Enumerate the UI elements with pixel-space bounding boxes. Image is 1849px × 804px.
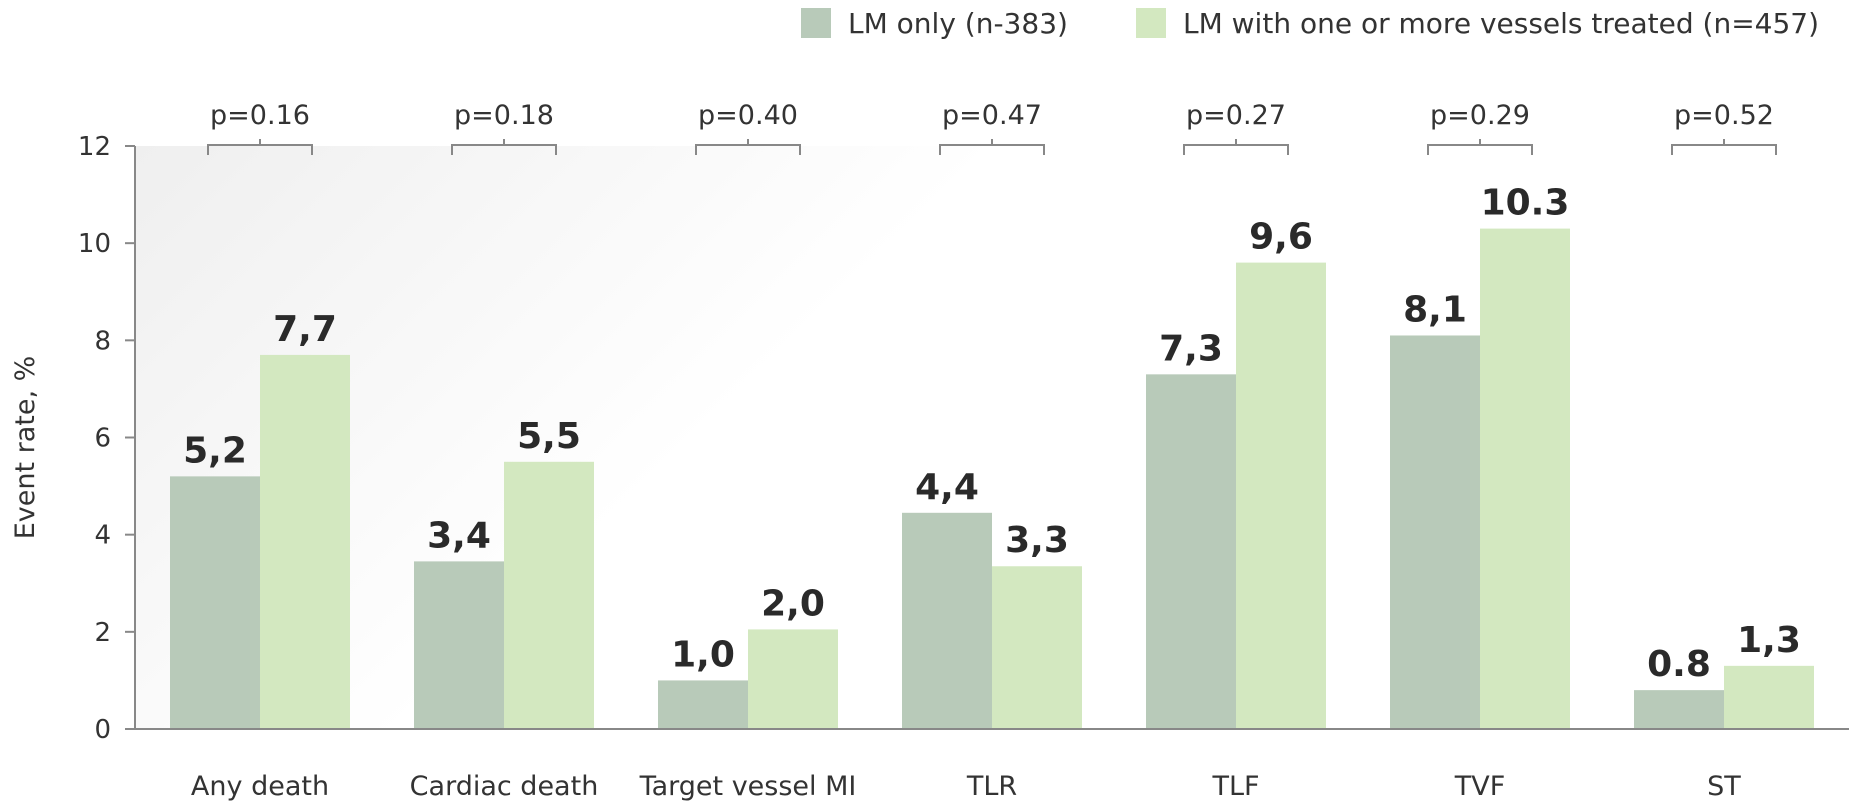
p-value-bracket [1671,139,1777,155]
x-tick-label: TVF [1454,771,1506,802]
y-tick-label: 0 [94,715,111,745]
value-labels: 5,2 7,7 3,4 5,5 1,0 2,0 4,4 3,3 7,3 9,6 8,1 10.3 0.8… [183,183,1801,686]
y-tick-label: 8 [94,326,111,356]
data-label: 8,1 [1403,289,1467,330]
data-label: 9,6 [1249,217,1313,258]
p-value-bracket [1183,139,1289,155]
data-label: 0.8 [1647,644,1711,685]
bar-lm-with-vessels [1236,262,1326,729]
p-value-label: p=0.47 [942,100,1042,131]
bar-lm-with-vessels [1480,228,1570,729]
p-value-brackets: p=0.16 p=0.18 p=0.40 p=0.47 p=0.27 p=0.29 p=0.… [207,100,1777,155]
legend: LM only (n-383) LM with one or more vesse… [801,7,1819,40]
p-value-label: p=0.16 [210,100,310,131]
p-value-bracket [939,139,1045,155]
y-axis-title: Event rate, % [10,356,41,540]
y-tick-label: 6 [94,424,111,454]
x-tick-label: Any death [191,771,329,802]
y-axis: 0 2 4 6 8 10 12 Event rate, % [10,132,136,745]
x-tick-label: Cardiac death [410,771,599,802]
legend-swatch [1136,8,1166,38]
data-label: 3,4 [427,515,491,556]
x-axis: Any death Cardiac death Target vessel MI TL… [135,728,1849,802]
bars [170,228,1814,729]
data-label: 5,2 [183,430,247,471]
x-tick-label: Target vessel MI [639,771,857,802]
legend-label: LM with one or more vessels treated (n=4… [1183,7,1819,40]
y-tick-label: 12 [78,132,111,162]
data-label: 5,5 [517,416,581,457]
p-value-label: p=0.27 [1186,100,1286,131]
p-value-bracket [695,139,801,155]
x-tick-label: ST [1707,771,1741,802]
bar-lm-with-vessels [748,629,838,729]
p-value-bracket [1427,139,1533,155]
p-value-bracket [451,139,557,155]
legend-label: LM only (n-383) [848,7,1068,40]
bar-lm-with-vessels [1724,665,1814,729]
bar-lm-only [902,512,992,729]
data-label: 10.3 [1481,183,1570,224]
data-label: 7,3 [1159,328,1223,369]
y-tick-label: 10 [78,229,111,259]
bar-lm-only [1390,335,1480,729]
data-label: 1,0 [671,634,735,675]
y-tick-label: 4 [94,521,111,551]
bar-lm-only [1634,690,1724,729]
p-value-bracket [207,139,313,155]
p-value-label: p=0.18 [454,100,554,131]
bar-lm-with-vessels [260,354,350,729]
data-label: 3,3 [1005,520,1069,561]
bar-lm-only [658,680,748,729]
x-tick-label: TLR [966,771,1017,802]
x-tick-label: TLF [1211,771,1259,802]
data-label: 1,3 [1737,620,1801,661]
data-label: 7,7 [273,309,337,350]
bar-lm-with-vessels [992,566,1082,729]
p-value-label: p=0.29 [1430,100,1530,131]
bar-lm-with-vessels [504,461,594,729]
bar-lm-only [414,561,504,729]
data-label: 2,0 [761,583,825,624]
bar-lm-only [170,476,260,729]
bar-lm-only [1146,374,1236,729]
legend-swatch [801,8,831,38]
y-tick-label: 2 [94,618,111,648]
p-value-label: p=0.52 [1674,100,1774,131]
data-label: 4,4 [915,467,979,508]
p-value-label: p=0.40 [698,100,798,131]
